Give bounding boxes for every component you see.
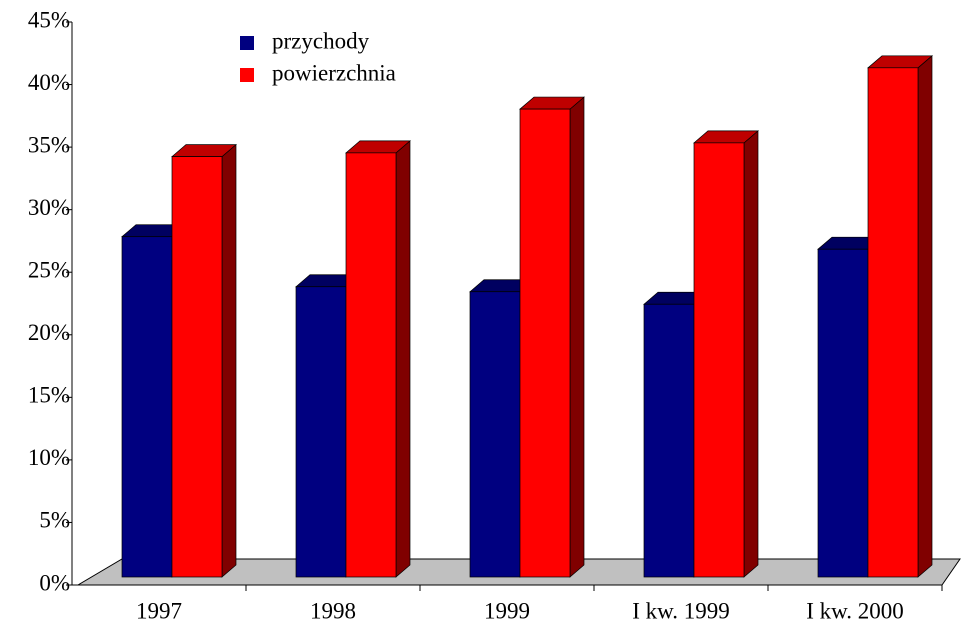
bar <box>121 236 173 578</box>
bar <box>643 303 695 578</box>
legend-swatch <box>240 36 254 50</box>
bar <box>817 248 869 578</box>
x-tick-label: I kw. 1999 <box>632 598 730 623</box>
x-tick-label: 1997 <box>136 598 182 623</box>
bar-side <box>395 140 411 578</box>
y-tick-label: 25% <box>28 258 70 283</box>
bar <box>295 286 347 578</box>
y-tick-label: 5% <box>39 508 70 533</box>
legend-label: powierzchnia <box>272 60 396 85</box>
bar <box>867 67 919 578</box>
bar <box>345 152 397 578</box>
legend-label: przychody <box>272 28 370 53</box>
bar-side <box>221 143 237 578</box>
bar <box>693 142 745 578</box>
x-tick-label: 1999 <box>484 598 530 623</box>
bar <box>519 108 571 578</box>
y-tick-label: 20% <box>28 320 70 345</box>
y-tick-label: 10% <box>28 445 70 470</box>
y-tick-label: 15% <box>28 383 70 408</box>
bar-side <box>917 55 933 578</box>
y-tick-label: 30% <box>28 195 70 220</box>
legend-swatch <box>240 68 254 82</box>
x-tick-label: I kw. 2000 <box>806 598 904 623</box>
bar <box>171 156 223 578</box>
y-tick-label: 0% <box>39 570 70 595</box>
x-tick-label: 1998 <box>310 598 356 623</box>
bar <box>469 291 521 578</box>
y-tick-label: 45% <box>28 7 70 32</box>
y-tick-label: 40% <box>28 70 70 95</box>
bar-side <box>569 96 585 578</box>
y-tick-label: 35% <box>28 132 70 157</box>
bar-side <box>743 130 759 578</box>
